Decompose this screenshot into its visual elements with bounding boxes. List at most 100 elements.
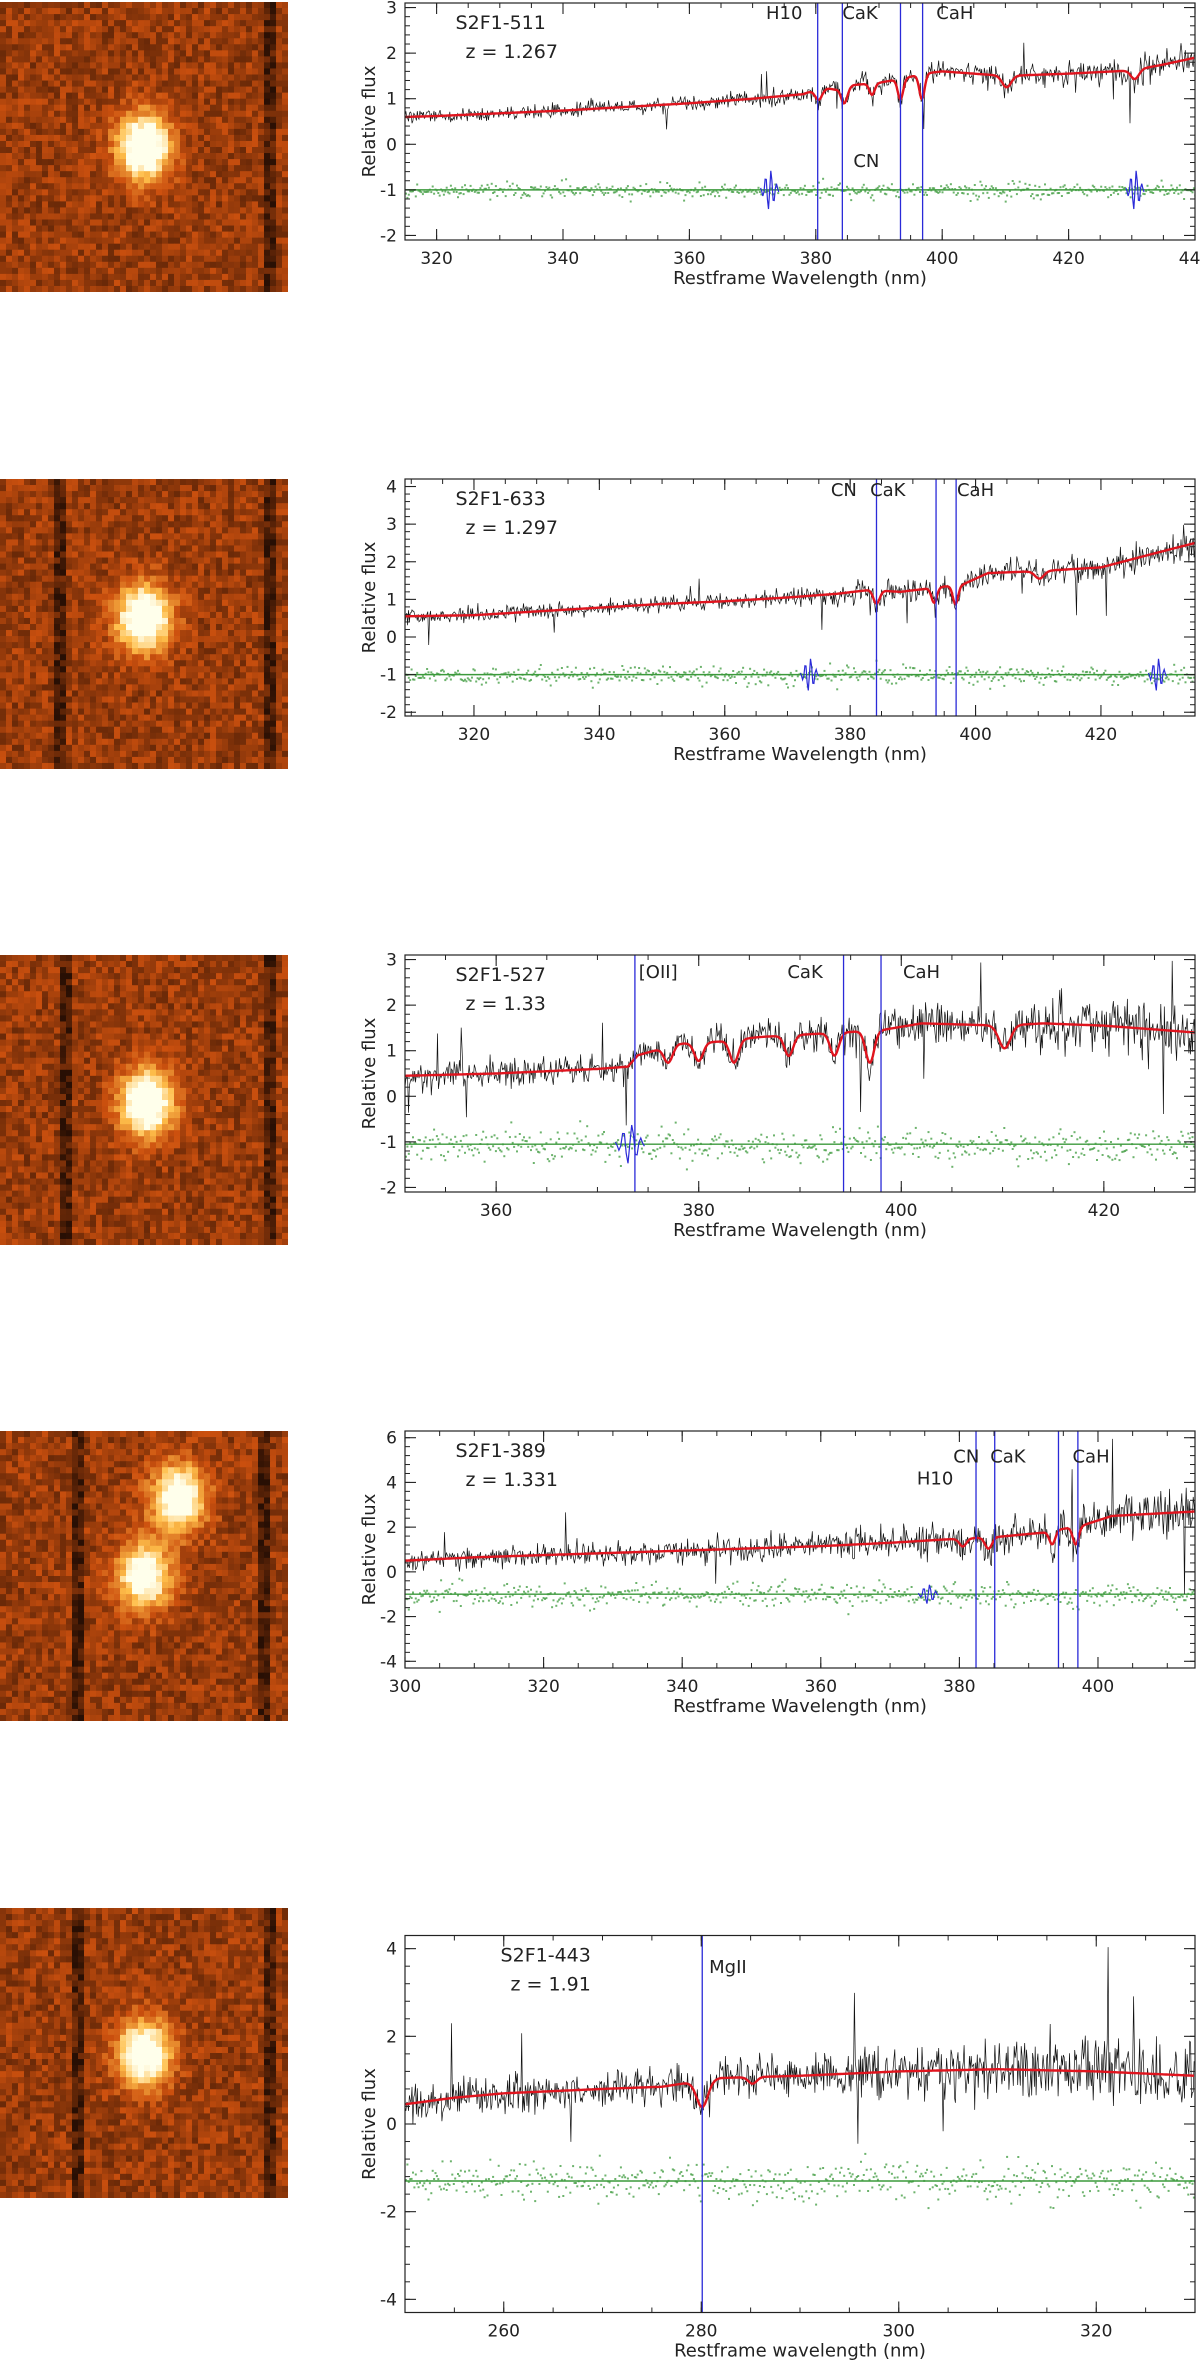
galaxy-thumbnail [0,2,288,292]
spectral-line-label: CN [831,480,857,501]
x-tick-label: 340 [666,1677,698,1697]
spectral-line-label: CaK [870,480,907,501]
x-axis-label: Restframe Wavelength (nm) [673,1696,927,1717]
galaxy-thumbnail [0,1908,288,2198]
spectral-line-label: H10 [766,3,802,24]
x-axis-label: Restframe Wavelength (nm) [673,268,927,289]
y-tick-label: 0 [386,1087,397,1107]
redshift-label: z = 1.91 [511,1974,591,1996]
object-name-label: S2F1-511 [456,12,546,34]
y-tick-label: -1 [380,1133,397,1153]
x-tick-label: 300 [389,1677,421,1697]
y-tick-label: 2 [386,2027,397,2047]
spectral-line-label: CaK [842,3,879,24]
y-tick-label: -4 [380,1652,397,1672]
x-tick-label: 400 [885,1201,917,1221]
x-tick-label: 420 [1085,725,1117,745]
redshift-label: z = 1.267 [466,41,558,63]
x-tick-label: 380 [943,1677,975,1697]
y-tick-label: 1 [386,590,397,610]
redshift-label: z = 1.331 [466,1469,558,1491]
x-tick-label: 320 [458,725,490,745]
x-axis-label: Restframe Wavelength (nm) [673,1220,927,1241]
spectral-line-label: CaK [787,962,824,983]
x-tick-label: 380 [800,249,832,269]
spectrum-chart: 360 380 400 420 -2 -1 0 1 2 3 Restframe Wavelength… [360,952,1200,1427]
object-name-label: S2F1-633 [456,488,546,510]
y-tick-label: -2 [380,1608,397,1628]
y-tick-label: 3 [386,952,397,971]
x-tick-label: 360 [480,1201,512,1221]
spectrum-chart: 320 340 360 380 400 420 -2 -1 0 1 2 3 4 Restframe Wav… [360,476,1200,951]
spectral-line-label: CN [853,151,879,172]
redshift-label: z = 1.297 [466,517,558,539]
spectral-line-label: CaH [1072,1446,1109,1467]
x-tick-label: 340 [547,249,579,269]
object-name-label: S2F1-389 [456,1440,546,1462]
spectral-line-label: CaH [936,3,973,24]
redshift-label: z = 1.33 [466,993,546,1015]
y-tick-label: -2 [380,1178,397,1198]
spectral-line-label: CaH [957,480,994,501]
spectral-line-label: CN [953,1446,979,1467]
residual-points [405,1120,1196,1170]
spectral-line-label: MgII [709,1957,747,1978]
y-tick-label: 0 [386,628,397,648]
y-tick-label: 2 [386,553,397,573]
y-tick-label: -4 [380,2290,397,2310]
x-tick-label: 440 [1179,249,1200,269]
y-axis-label: Relative flux [360,1017,380,1129]
object-name-label: S2F1-443 [501,1945,591,1967]
x-tick-label: 400 [959,725,991,745]
x-axis-label: Restframe Wavelength (nm) [673,744,927,765]
y-tick-label: 0 [386,2115,397,2135]
y-tick-label: 3 [386,0,397,19]
y-tick-label: 2 [386,996,397,1016]
x-tick-label: 380 [834,725,866,745]
y-axis-label: Relative flux [360,2068,380,2180]
observed-spectrum-line [405,525,1195,645]
y-tick-label: 0 [386,135,397,155]
spectral-line-label: CaH [903,962,940,983]
y-tick-label: 3 [386,515,397,535]
y-tick-label: 4 [386,1473,397,1493]
galaxy-thumbnail [0,1431,288,1721]
x-tick-label: 400 [926,249,958,269]
spectral-line-label: CaK [990,1446,1027,1467]
x-tick-label: 360 [709,725,741,745]
y-tick-label: -2 [380,2203,397,2223]
x-tick-label: 380 [682,1201,714,1221]
x-tick-label: 360 [805,1677,837,1697]
y-tick-label: 0 [386,1563,397,1583]
y-tick-label: 2 [386,44,397,64]
y-tick-label: 2 [386,1518,397,1538]
y-axis-label: Relative flux [360,65,380,177]
spectral-line-label: [OII] [639,962,678,983]
y-tick-label: 4 [386,478,397,498]
spectrum-chart: 320 340 360 380 400 420 440 -2 -1 0 1 2 3 Restframe W… [360,0,1200,475]
y-tick-label: -2 [380,226,397,246]
galaxy-thumbnail [0,955,288,1245]
x-tick-label: 360 [673,249,705,269]
x-axis-label: Restframe wavelength (nm) [674,2341,926,2362]
y-tick-label: 4 [386,1940,397,1960]
x-tick-label: 420 [1052,249,1084,269]
y-tick-label: 6 [386,1429,397,1449]
y-tick-label: -1 [380,181,397,201]
x-tick-label: 340 [583,725,615,745]
y-tick-label: 1 [386,90,397,110]
x-tick-label: 400 [1082,1677,1114,1697]
plot-frame [405,3,1195,240]
object-name-label: S2F1-527 [456,964,546,986]
y-tick-label: 1 [386,1042,397,1062]
y-tick-label: -1 [380,666,397,686]
x-tick-label: 420 [1088,1201,1120,1221]
y-axis-label: Relative flux [360,1493,380,1605]
galaxy-thumbnail [0,479,288,769]
y-tick-label: -2 [380,703,397,723]
x-tick-label: 320 [420,249,452,269]
y-axis-label: Relative flux [360,541,380,653]
